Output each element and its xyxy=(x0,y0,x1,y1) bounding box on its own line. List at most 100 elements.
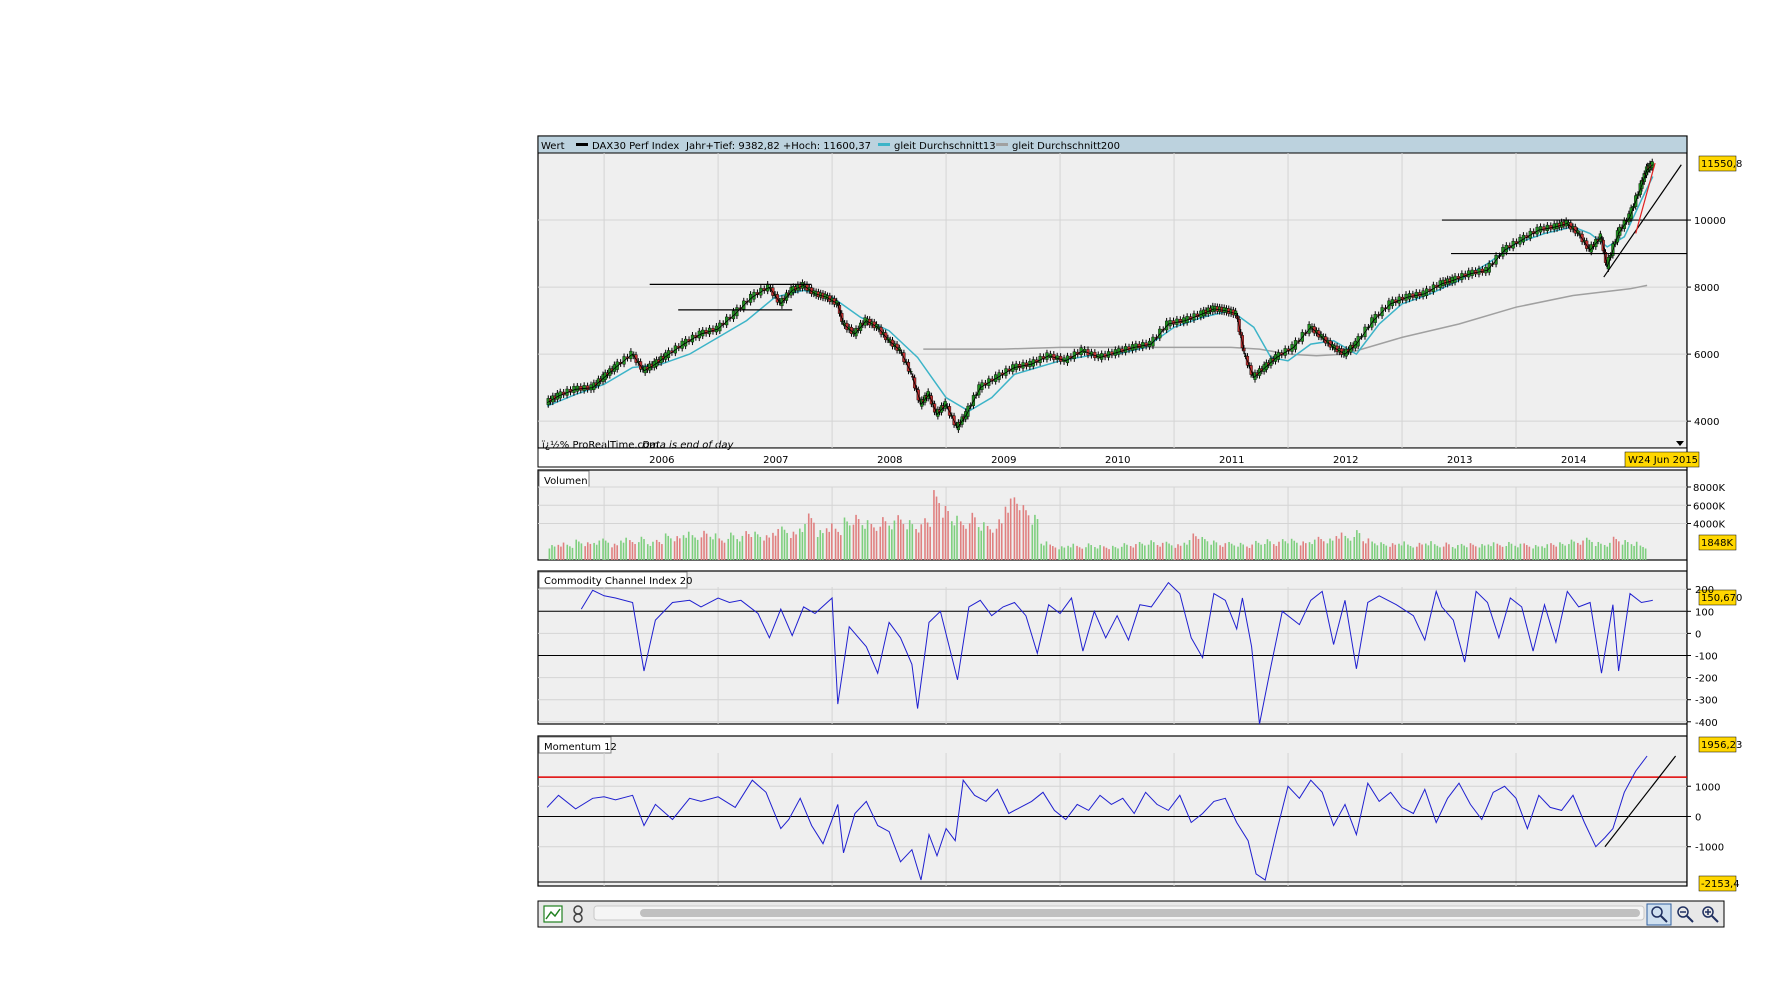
momentum-min-label-bg xyxy=(1698,875,1737,892)
volume-bar-up xyxy=(1233,545,1236,560)
volume-bar-up xyxy=(1603,545,1606,560)
volume-bar-up xyxy=(1114,547,1117,560)
volume-bar-up xyxy=(1085,547,1087,560)
candle-up xyxy=(582,385,586,391)
volume-bar-down xyxy=(915,529,917,560)
volume-bar-up xyxy=(1609,542,1611,560)
momentum-panel-frame xyxy=(537,735,1688,887)
volume-bar-up xyxy=(864,528,866,560)
zoom-select-icon[interactable] xyxy=(1646,903,1672,926)
price-tick-label: 4000 xyxy=(1694,417,1719,428)
volume-bar-up xyxy=(604,540,607,560)
volume-bar-down xyxy=(1501,546,1504,560)
volume-bar-down xyxy=(1469,543,1472,560)
volume-bar-up xyxy=(1034,514,1036,560)
volume-panel-title: Volumen xyxy=(544,476,588,487)
volume-bar-down xyxy=(1528,546,1531,560)
zoom-in-icon[interactable] xyxy=(1702,906,1719,923)
volume-bar-up xyxy=(1407,544,1409,560)
indicator-icon[interactable] xyxy=(573,905,583,923)
volume-bar-down xyxy=(1027,515,1030,560)
volume-bar-up xyxy=(566,544,569,560)
volume-bar-down xyxy=(839,535,842,560)
volume-bar-down xyxy=(1275,545,1278,560)
volume-bar-down xyxy=(884,521,887,560)
volume-bar-up xyxy=(1152,542,1155,560)
volume-bar-down xyxy=(611,547,613,560)
zoom-out-icon[interactable] xyxy=(1677,906,1694,923)
volume-bar-down xyxy=(1132,547,1135,560)
volume-bar-up xyxy=(1094,547,1096,560)
volume-tick-label: 4000K xyxy=(1693,520,1725,531)
volume-bar-up xyxy=(649,545,652,560)
volume-bar-up xyxy=(1400,545,1403,560)
volume-bar-up xyxy=(1508,541,1510,560)
volume-bar-down xyxy=(926,522,929,560)
volume-bar-down xyxy=(678,538,681,560)
volume-bar-up xyxy=(1257,542,1260,560)
time-tick-label: 2006 xyxy=(649,455,674,466)
horizontal-scrollbar[interactable] xyxy=(593,905,1645,921)
volume-bar-down xyxy=(1105,547,1108,560)
volume-bar-up xyxy=(640,536,643,560)
volume-bar-down xyxy=(882,517,884,560)
cci-last-label: 150,670 xyxy=(1701,593,1742,604)
volume-bar-down xyxy=(965,528,967,560)
volume-bar-down xyxy=(947,511,949,560)
volume-bar-up xyxy=(622,542,625,560)
volume-bar-down xyxy=(700,537,703,560)
volume-bar-up xyxy=(1398,543,1400,560)
scroll-marker-icon xyxy=(1676,441,1684,446)
volume-bar-up xyxy=(712,539,714,560)
momentum-trend-line xyxy=(1604,755,1677,848)
volume-bar-up xyxy=(1237,546,1239,560)
volume-bar-down xyxy=(1418,542,1421,560)
cci-panel-frame xyxy=(537,570,1688,725)
volume-bar-down xyxy=(938,503,940,560)
volume-bar-up xyxy=(1409,546,1412,560)
volume-bar-up xyxy=(694,537,696,560)
volume-bar-up xyxy=(1483,545,1486,560)
volume-bar-up xyxy=(1120,546,1123,560)
scrollbar-thumb[interactable] xyxy=(640,909,1640,917)
volume-bar-up xyxy=(1481,544,1483,560)
volume-bar-down xyxy=(991,532,994,560)
volume-bar-up xyxy=(1072,543,1075,560)
chart-settings-icon[interactable] xyxy=(543,905,563,923)
volume-bar-up xyxy=(819,530,822,560)
ma13-legend-swatch xyxy=(878,143,890,146)
cci-tick-label: 200 xyxy=(1695,585,1714,596)
volume-bar-up xyxy=(891,529,893,560)
volume-bar-up xyxy=(848,525,851,560)
volume-bar-down xyxy=(1174,547,1177,560)
volume-bar-up xyxy=(1349,540,1352,560)
volume-bar-up xyxy=(1373,543,1376,560)
cci-tick-label: -400 xyxy=(1695,718,1718,729)
volume-bar-up xyxy=(1371,541,1373,560)
volume-bar-up xyxy=(1031,524,1034,560)
volume-bar-up xyxy=(1561,543,1564,560)
volume-bar-down xyxy=(1219,545,1221,560)
volume-bar-up xyxy=(638,542,640,560)
watermark-note: Data is end of day xyxy=(642,440,735,451)
volume-bar-down xyxy=(1499,545,1501,560)
cci-tick-label: -300 xyxy=(1695,696,1718,707)
volume-bar-up xyxy=(1519,543,1522,560)
volume-bar-down xyxy=(1448,544,1450,560)
momentum-line xyxy=(546,755,1648,881)
volume-bar-up xyxy=(888,525,891,560)
volume-bar-down xyxy=(1108,549,1110,560)
price-panel-frame xyxy=(537,135,1688,449)
volume-bar-up xyxy=(822,533,824,560)
volume-bar-up xyxy=(1606,546,1609,560)
volume-bar-up xyxy=(1412,547,1414,560)
price-line xyxy=(546,164,1654,429)
volume-bar-up xyxy=(1451,547,1454,560)
volume-bar-down xyxy=(629,540,631,560)
volume-bar-down xyxy=(1018,510,1021,560)
volume-bar-down xyxy=(1394,544,1397,560)
volume-bar-up xyxy=(977,527,980,560)
date-badge: W24 Jun 2015 xyxy=(1628,455,1698,466)
volume-bar-up xyxy=(1144,545,1146,560)
volume-bar-up xyxy=(652,541,654,560)
